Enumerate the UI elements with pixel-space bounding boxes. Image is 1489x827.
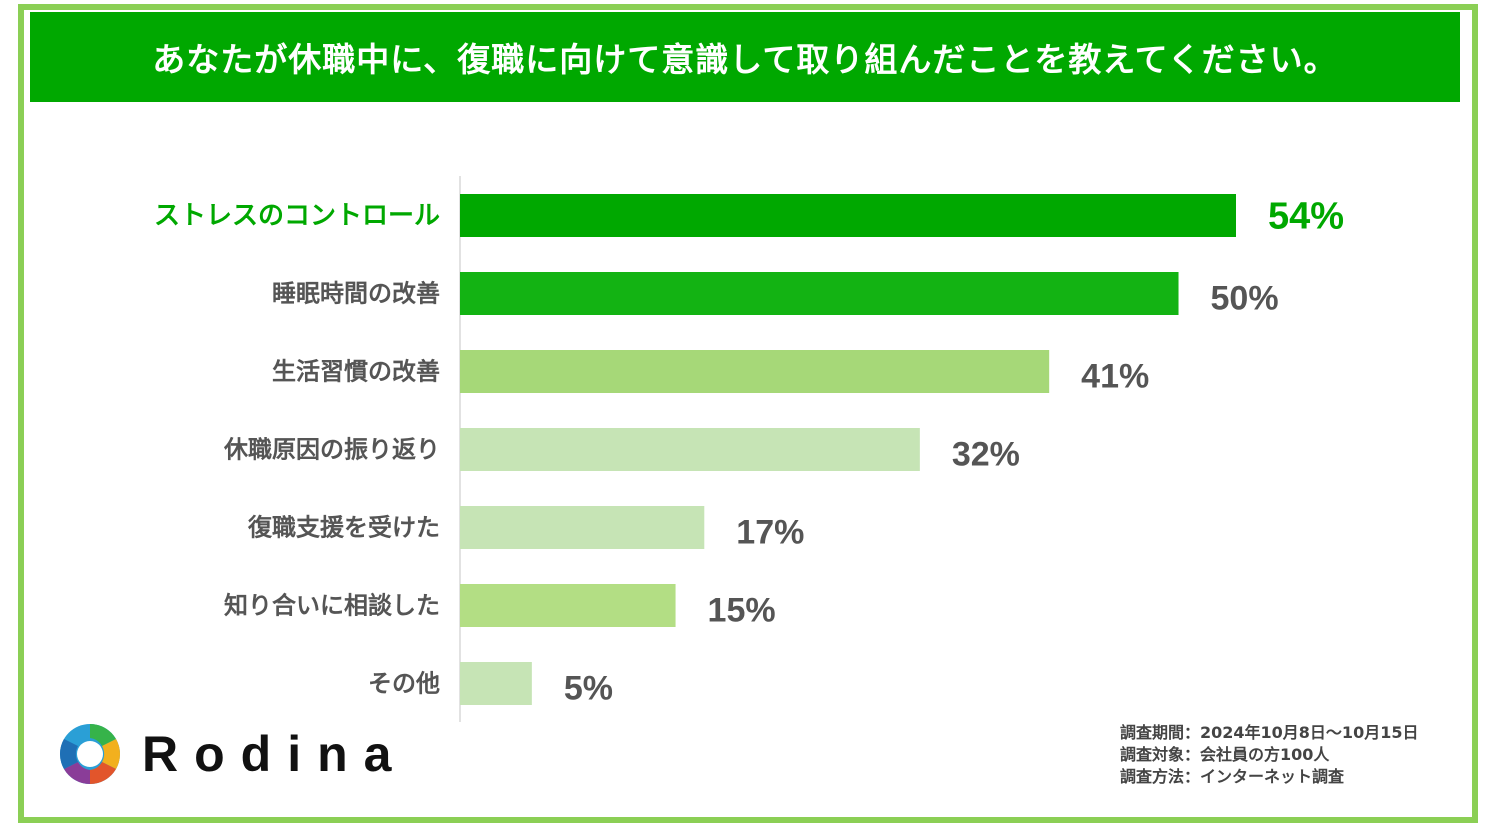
survey-target: 調査対象：会社員の方100人 [1120,745,1330,764]
data-label: 5% [564,669,613,707]
chart-title: あなたが休職中に、復職に向けて意識して取り組んだことを教えてください。 [152,40,1338,79]
data-label: 32% [952,435,1020,473]
bar [460,662,532,705]
bar [460,272,1179,315]
category-label: 復職支援を受けた [247,514,440,542]
chart-frame [18,4,1478,823]
category-label: 知り合いに相談した [224,592,440,620]
category-label: 休職原因の振り返り [223,436,440,464]
data-label: 41% [1081,357,1149,395]
category-label: 生活習慣の改善 [272,358,440,386]
data-label: 15% [708,591,776,629]
survey-method: 調査方法：インターネット調査 [1120,767,1345,786]
data-label: 54% [1268,196,1344,238]
brand-name: Rodina [142,726,408,782]
aperture-logo-icon [59,724,121,784]
bar [460,584,676,627]
category-label: その他 [368,670,440,698]
bar [460,506,705,549]
bar [460,194,1236,237]
bar [460,350,1050,393]
category-label: 睡眠時間の改善 [272,280,440,308]
bar [460,428,920,471]
survey-info: 調査期間：2024年10月8日～10月15日 調査対象：会社員の方100人 調査… [1120,722,1418,788]
survey-period: 調査期間：2024年10月8日～10月15日 [1120,723,1419,742]
data-label: 50% [1211,279,1279,317]
title-banner: あなたが休職中に、復職に向けて意識して取り組んだことを教えてください。 [30,12,1460,102]
brand-logo: Rodina [58,722,407,786]
category-label: ストレスのコントロール [154,201,440,231]
data-label: 17% [736,513,804,551]
